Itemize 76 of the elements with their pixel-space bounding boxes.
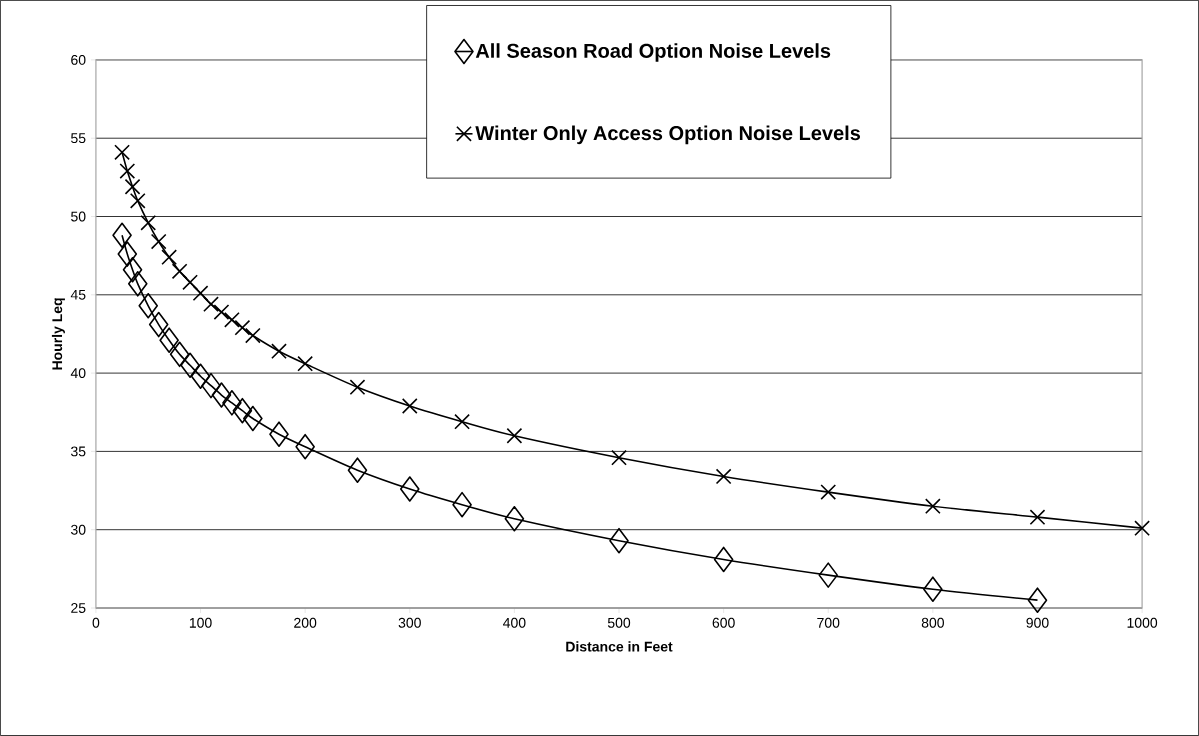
point: [117, 241, 138, 267]
point: [119, 163, 136, 179]
point: [295, 433, 315, 460]
x-tick-label: 400: [503, 617, 526, 628]
point: [232, 397, 253, 424]
x-tick-label: 1000: [1127, 617, 1158, 628]
point: [244, 327, 261, 344]
point: [148, 311, 169, 338]
point: [213, 304, 230, 320]
point: [140, 214, 157, 231]
x-tick-label: 300: [398, 617, 421, 628]
y-tick-label: 30: [71, 524, 86, 535]
point: [124, 178, 141, 195]
point: [349, 379, 366, 396]
legend-label: All Season Road Option Noise Levels: [475, 43, 831, 62]
point: [234, 319, 251, 336]
point: [192, 285, 209, 302]
point: [820, 484, 837, 501]
point: [243, 405, 263, 432]
point: [399, 476, 420, 502]
point: [504, 505, 525, 532]
point: [713, 546, 734, 573]
x-tick-label: 200: [294, 617, 317, 628]
point: [269, 421, 289, 448]
y-tick-label: 45: [70, 289, 86, 300]
point: [129, 193, 146, 209]
x-tick-label: 100: [189, 617, 212, 628]
point: [190, 363, 211, 390]
y-tick-label: 55: [71, 133, 86, 144]
point: [923, 576, 943, 603]
point: [161, 249, 178, 266]
y-axis-title: Hourly Leq: [51, 298, 65, 370]
point: [159, 327, 179, 354]
y-tick-label: 50: [71, 211, 86, 222]
point: [271, 343, 287, 360]
point: [715, 468, 732, 485]
x-tick-label: 900: [1026, 617, 1049, 628]
point: [1134, 520, 1150, 537]
y-tick-label: 60: [71, 54, 86, 65]
point: [347, 457, 368, 484]
point: [818, 562, 839, 588]
point: [114, 144, 130, 161]
point: [169, 341, 190, 368]
point: [224, 312, 240, 328]
point: [138, 292, 159, 319]
point: [127, 271, 148, 297]
point: [297, 355, 314, 372]
point: [1029, 509, 1046, 526]
x-axis-title: Distance in Feet: [566, 641, 673, 652]
point: [150, 233, 167, 250]
point: [211, 382, 232, 408]
legend-label: Winter Only Access Option Noise Levels: [475, 125, 861, 145]
y-tick-label: 40: [70, 368, 86, 379]
point: [171, 263, 188, 280]
point: [112, 222, 132, 249]
y-tick-label: 25: [71, 603, 86, 613]
point: [1027, 587, 1048, 613]
point: [201, 372, 221, 399]
point: [203, 296, 219, 313]
x-tick-label: 800: [921, 617, 944, 628]
point: [924, 498, 941, 515]
point: [180, 352, 200, 379]
x-tick-label: 700: [817, 617, 840, 628]
point: [609, 527, 629, 554]
point: [401, 398, 418, 414]
point: [611, 449, 627, 466]
point: [222, 390, 242, 416]
point: [182, 274, 198, 291]
x-tick-label: 500: [607, 617, 631, 628]
x-tick-label: 0: [92, 617, 100, 628]
point: [454, 413, 470, 430]
point: [452, 491, 472, 518]
point: [506, 427, 523, 444]
x-tick-label: 600: [712, 617, 735, 628]
point: [122, 256, 143, 283]
y-tick-label: 35: [71, 446, 86, 457]
